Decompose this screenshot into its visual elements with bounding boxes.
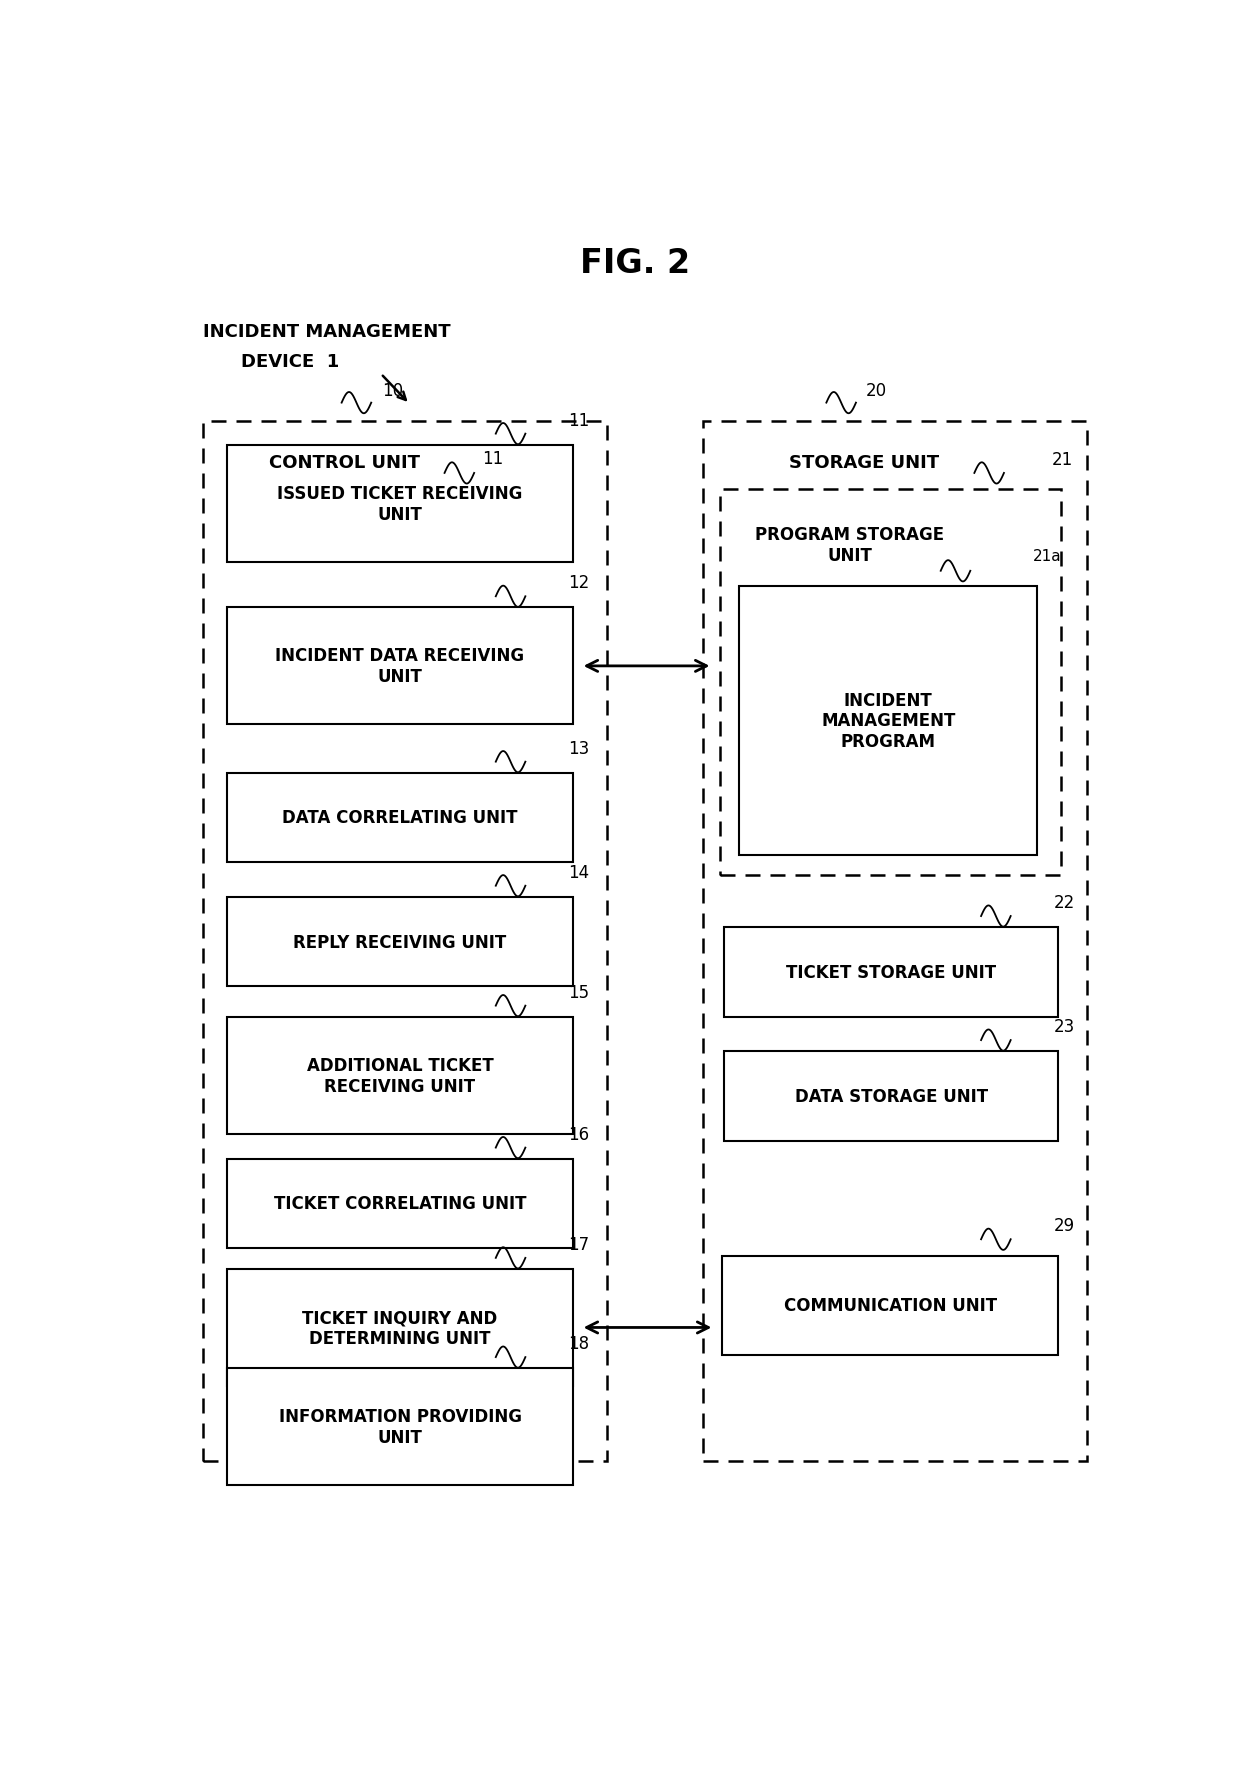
Text: TICKET CORRELATING UNIT: TICKET CORRELATING UNIT [274, 1195, 526, 1213]
Text: CONTROL UNIT: CONTROL UNIT [269, 454, 420, 472]
Text: DATA CORRELATING UNIT: DATA CORRELATING UNIT [283, 809, 518, 827]
Text: 21: 21 [1052, 451, 1073, 469]
Bar [227, 445, 573, 562]
Text: STORAGE UNIT: STORAGE UNIT [789, 454, 939, 472]
Bar [227, 1369, 573, 1485]
Text: 11: 11 [568, 411, 589, 429]
Text: 22: 22 [1054, 894, 1075, 912]
Bar [227, 1018, 573, 1134]
Text: 12: 12 [568, 574, 589, 592]
Text: REPLY RECEIVING UNIT: REPLY RECEIVING UNIT [294, 934, 507, 952]
Bar [227, 1159, 573, 1249]
Text: ADDITIONAL TICKET
RECEIVING UNIT: ADDITIONAL TICKET RECEIVING UNIT [306, 1056, 494, 1095]
Text: 15: 15 [568, 984, 589, 1002]
Text: 21a: 21a [1033, 549, 1061, 564]
Bar [203, 420, 606, 1462]
Text: INCIDENT
MANAGEMENT
PROGRAM: INCIDENT MANAGEMENT PROGRAM [821, 691, 956, 751]
Text: FIG. 2: FIG. 2 [580, 247, 691, 279]
Text: 20: 20 [866, 383, 888, 401]
Text: 16: 16 [568, 1125, 589, 1143]
Bar [739, 587, 1037, 855]
Text: 23: 23 [1054, 1018, 1075, 1036]
Text: 13: 13 [568, 739, 589, 757]
Text: TICKET INQUIRY AND
DETERMINING UNIT: TICKET INQUIRY AND DETERMINING UNIT [303, 1308, 497, 1347]
Text: INFORMATION PROVIDING
UNIT: INFORMATION PROVIDING UNIT [279, 1408, 522, 1446]
Text: 18: 18 [568, 1335, 589, 1352]
Text: INCIDENT DATA RECEIVING
UNIT: INCIDENT DATA RECEIVING UNIT [275, 648, 525, 685]
Text: 11: 11 [482, 449, 503, 467]
Text: DEVICE  1: DEVICE 1 [242, 352, 340, 370]
Bar [724, 927, 1058, 1018]
Bar [227, 773, 573, 862]
Bar [227, 898, 573, 988]
Text: 29: 29 [1054, 1217, 1075, 1234]
Bar [703, 420, 1087, 1462]
Text: COMMUNICATION UNIT: COMMUNICATION UNIT [784, 1297, 997, 1315]
Bar [724, 1052, 1058, 1141]
Text: ISSUED TICKET RECEIVING
UNIT: ISSUED TICKET RECEIVING UNIT [278, 485, 523, 524]
Bar [720, 490, 1061, 877]
Text: INCIDENT MANAGEMENT: INCIDENT MANAGEMENT [203, 322, 450, 340]
Text: 14: 14 [568, 864, 589, 882]
Bar [227, 608, 573, 725]
Text: DATA STORAGE UNIT: DATA STORAGE UNIT [795, 1088, 988, 1106]
Text: TICKET STORAGE UNIT: TICKET STORAGE UNIT [786, 962, 996, 982]
Bar [722, 1256, 1058, 1356]
Bar [227, 1268, 573, 1386]
Text: PROGRAM STORAGE
UNIT: PROGRAM STORAGE UNIT [755, 526, 945, 565]
Text: 17: 17 [568, 1236, 589, 1254]
Text: 10: 10 [382, 383, 403, 401]
